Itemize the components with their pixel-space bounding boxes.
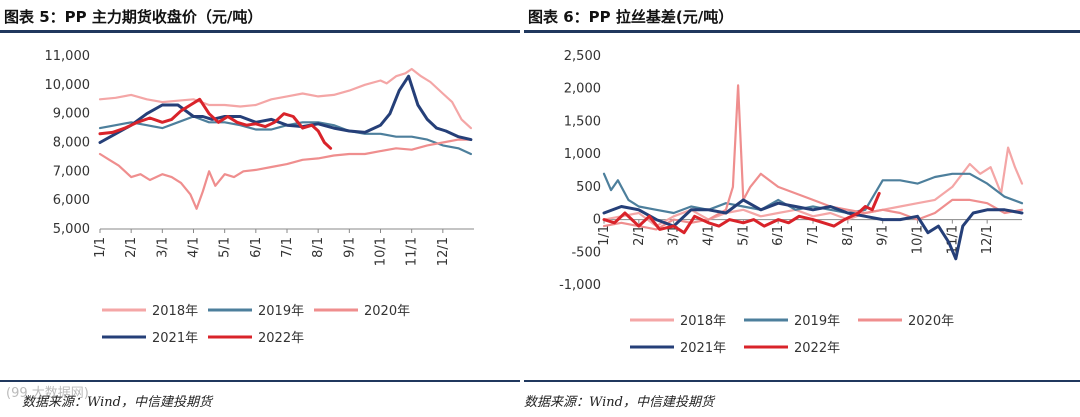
y-tick-label: 10,000 — [45, 78, 91, 93]
x-tick-label: 7/1 — [806, 225, 821, 246]
source-note: 数据来源：Wind，中信建投期货 — [524, 395, 714, 410]
x-tick-label: 5/1 — [736, 225, 751, 246]
series-line-2018 — [98, 67, 472, 130]
y-tick-label: 9,000 — [53, 107, 90, 122]
x-tick-label: 11/1 — [945, 225, 960, 254]
legend-label: 2020年 — [908, 314, 954, 329]
title-rule — [0, 30, 520, 33]
basis-chart: -1,000 -500 0 500 1,000 1,500 2,000 2,500 1/1 2/1… — [559, 49, 1024, 356]
y-tick-label: 5,000 — [53, 222, 90, 237]
x-tick-label: 4/1 — [702, 225, 717, 246]
legend-label: 2019年 — [794, 314, 840, 329]
legend-label: 2019年 — [258, 304, 304, 319]
x-tick-label: 9/1 — [342, 237, 357, 258]
series-line-2021 — [602, 198, 1024, 261]
y-tick-label: 2,000 — [564, 82, 601, 97]
x-tick-label: 2/1 — [632, 225, 647, 246]
y-tick-label: 0 — [593, 213, 601, 228]
x-tick-label: 10/1 — [374, 237, 389, 266]
x-tick-label: 5/1 — [218, 237, 233, 258]
y-tick-label: -1,000 — [559, 278, 601, 293]
legend-label: 2018年 — [680, 314, 726, 329]
y-tick-label: -500 — [571, 245, 601, 260]
series-line-2019 — [602, 172, 1024, 215]
legend-label: 2022年 — [258, 331, 304, 346]
x-tick-label: 6/1 — [771, 225, 786, 246]
chart-title: 图表 5：PP 主力期货收盘价（元/吨） — [4, 8, 263, 26]
y-tick-label: 11,000 — [45, 49, 91, 64]
y-tick-label: 2,500 — [564, 49, 601, 64]
series-line-2021 — [98, 74, 473, 144]
series-line-2018 — [602, 146, 1024, 228]
series-line-2020 — [98, 138, 472, 210]
series-line-2022 — [98, 97, 333, 150]
x-tick-label: 10/1 — [911, 225, 926, 254]
panel-futures-close: 图表 5：PP 主力期货收盘价（元/吨） 5,000 6,000 7,000 8,00… — [0, 0, 520, 417]
x-tick-label: 9/1 — [876, 225, 891, 246]
x-tick-label: 6/1 — [249, 237, 264, 258]
x-tick-label: 1/1 — [597, 225, 612, 246]
y-tick-label: 7,000 — [53, 164, 90, 179]
x-tick-label: 3/1 — [155, 237, 170, 258]
x-tick-label: 8/1 — [311, 237, 326, 258]
y-tick-label: 6,000 — [53, 193, 90, 208]
watermark: (99 大数据网) — [6, 386, 89, 401]
x-tick-label: 7/1 — [280, 237, 295, 258]
y-tick-label: 1,000 — [564, 147, 601, 162]
x-tick-label: 2/1 — [124, 237, 139, 258]
close-price-chart: 5,000 6,000 7,000 8,000 9,000 10,000 11,000 1/1… — [45, 49, 474, 346]
x-tick-label: 1/1 — [93, 237, 108, 258]
x-tick-label: 12/1 — [980, 225, 995, 254]
y-tick-label: 8,000 — [53, 136, 90, 151]
y-tick-label: 1,500 — [564, 114, 601, 129]
series-line-2022 — [602, 191, 881, 235]
series-line-2020 — [602, 84, 1024, 231]
y-tick-label: 500 — [576, 180, 601, 195]
chart-title: 图表 6：PP 拉丝基差(元/吨） — [528, 8, 734, 26]
legend-label: 2020年 — [364, 304, 410, 319]
legend-label: 2022年 — [794, 341, 840, 356]
x-tick-label: 12/1 — [436, 237, 451, 266]
bottom-rule — [0, 380, 520, 382]
x-tick-label: 4/1 — [187, 237, 202, 258]
title-rule — [524, 30, 1080, 33]
legend-label: 2018年 — [152, 304, 198, 319]
legend-label: 2021年 — [680, 341, 726, 356]
x-tick-label: 8/1 — [841, 225, 856, 246]
panel-basis: 图表 6：PP 拉丝基差(元/吨） -1,000 -500 0 500 1,000 1,5… — [524, 0, 1080, 417]
source-note: 数据来源：Wind，中信建投期货 — [22, 395, 212, 410]
bottom-rule — [524, 380, 1080, 382]
legend-label: 2021年 — [152, 331, 198, 346]
x-tick-label: 11/1 — [405, 237, 420, 266]
